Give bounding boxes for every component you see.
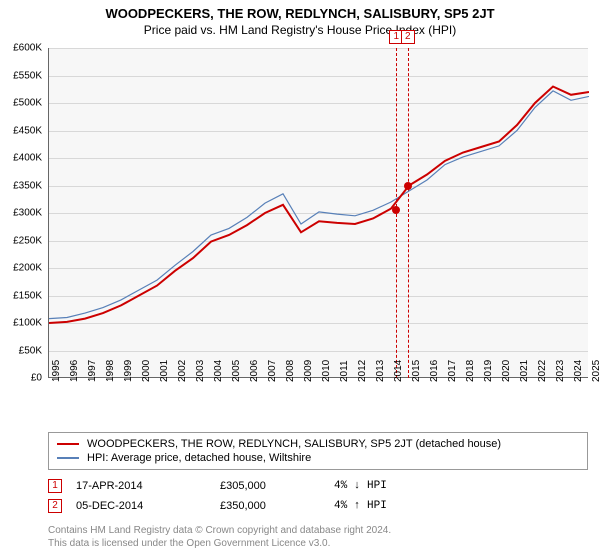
y-axis-label: £350K	[13, 180, 42, 191]
y-axis-label: £200K	[13, 263, 42, 274]
series-line	[49, 87, 589, 324]
y-axis-label: £500K	[13, 98, 42, 109]
y-axis-label: £250K	[13, 235, 42, 246]
x-axis-label: 1998	[105, 360, 116, 382]
x-axis-label: 2023	[555, 360, 566, 382]
footer-attribution: Contains HM Land Registry data © Crown c…	[48, 524, 588, 550]
legend-label: WOODPECKERS, THE ROW, REDLYNCH, SALISBUR…	[87, 438, 501, 450]
x-axis-label: 2005	[231, 360, 242, 382]
x-axis-label: 2009	[303, 360, 314, 382]
event-number-badge: 1	[48, 479, 62, 493]
legend: WOODPECKERS, THE ROW, REDLYNCH, SALISBUR…	[48, 432, 588, 470]
legend-row: HPI: Average price, detached house, Wilt…	[57, 451, 579, 465]
x-axis-label: 2025	[591, 360, 600, 382]
event-number-badge: 2	[48, 499, 62, 513]
x-axis-label: 2021	[519, 360, 530, 382]
legend-swatch	[57, 443, 79, 445]
event-price: £350,000	[220, 500, 320, 512]
plot-region: 12	[48, 48, 588, 378]
x-axis-label: 1997	[87, 360, 98, 382]
event-row: 1 17-APR-2014 £305,000 4% ↓ HPI	[48, 476, 588, 496]
x-axis-label: 2015	[411, 360, 422, 382]
event-hpi-info: 4% ↓ HPI	[334, 480, 588, 492]
x-axis-label: 2003	[195, 360, 206, 382]
y-axis-label: £550K	[13, 70, 42, 81]
x-axis-label: 1996	[69, 360, 80, 382]
x-axis-label: 2002	[177, 360, 188, 382]
x-axis-label: 2017	[447, 360, 458, 382]
x-axis-label: 1995	[51, 360, 62, 382]
y-axis-label: £150K	[13, 290, 42, 301]
x-axis-label: 2001	[159, 360, 170, 382]
x-axis-label: 2000	[141, 360, 152, 382]
event-date: 17-APR-2014	[76, 480, 206, 492]
event-marker-dot	[392, 206, 400, 214]
x-axis-label: 2024	[573, 360, 584, 382]
x-axis-label: 2007	[267, 360, 278, 382]
chart-area: 12 £0£50K£100K£150K£200K£250K£300K£350K£…	[48, 48, 588, 398]
x-axis-label: 1999	[123, 360, 134, 382]
y-axis-label: £600K	[13, 43, 42, 54]
event-marker-box: 2	[401, 30, 415, 44]
x-axis-label: 2010	[321, 360, 332, 382]
x-axis-label: 2018	[465, 360, 476, 382]
event-hpi-info: 4% ↑ HPI	[334, 500, 588, 512]
x-axis-label: 2019	[483, 360, 494, 382]
legend-swatch	[57, 457, 79, 459]
y-axis-label: £450K	[13, 125, 42, 136]
y-axis-label: £100K	[13, 318, 42, 329]
x-axis-label: 2004	[213, 360, 224, 382]
event-row: 2 05-DEC-2014 £350,000 4% ↑ HPI	[48, 496, 588, 516]
series-line	[49, 91, 589, 319]
y-axis-label: £0	[31, 373, 42, 384]
line-series	[49, 48, 589, 378]
x-axis-label: 2013	[375, 360, 386, 382]
event-date: 05-DEC-2014	[76, 500, 206, 512]
x-axis-label: 2014	[393, 360, 404, 382]
y-axis-label: £400K	[13, 153, 42, 164]
x-axis-label: 2011	[339, 360, 350, 382]
legend-row: WOODPECKERS, THE ROW, REDLYNCH, SALISBUR…	[57, 437, 579, 451]
x-axis-label: 2006	[249, 360, 260, 382]
y-axis-label: £50K	[19, 345, 42, 356]
x-axis-label: 2016	[429, 360, 440, 382]
x-axis-label: 2012	[357, 360, 368, 382]
x-axis-label: 2022	[537, 360, 548, 382]
footer-line-1: Contains HM Land Registry data © Crown c…	[48, 524, 588, 537]
y-axis-label: £300K	[13, 208, 42, 219]
x-axis-label: 2008	[285, 360, 296, 382]
event-price: £305,000	[220, 480, 320, 492]
x-axis-label: 2020	[501, 360, 512, 382]
footer-line-2: This data is licensed under the Open Gov…	[48, 537, 588, 550]
events-table: 1 17-APR-2014 £305,000 4% ↓ HPI 2 05-DEC-2014…	[48, 476, 588, 516]
chart-title: WOODPECKERS, THE ROW, REDLYNCH, SALISBUR…	[0, 0, 600, 21]
chart-subtitle: Price paid vs. HM Land Registry's House …	[0, 21, 600, 37]
chart-container: WOODPECKERS, THE ROW, REDLYNCH, SALISBUR…	[0, 0, 600, 560]
event-marker-dot	[404, 182, 412, 190]
legend-label: HPI: Average price, detached house, Wilt…	[87, 452, 311, 464]
